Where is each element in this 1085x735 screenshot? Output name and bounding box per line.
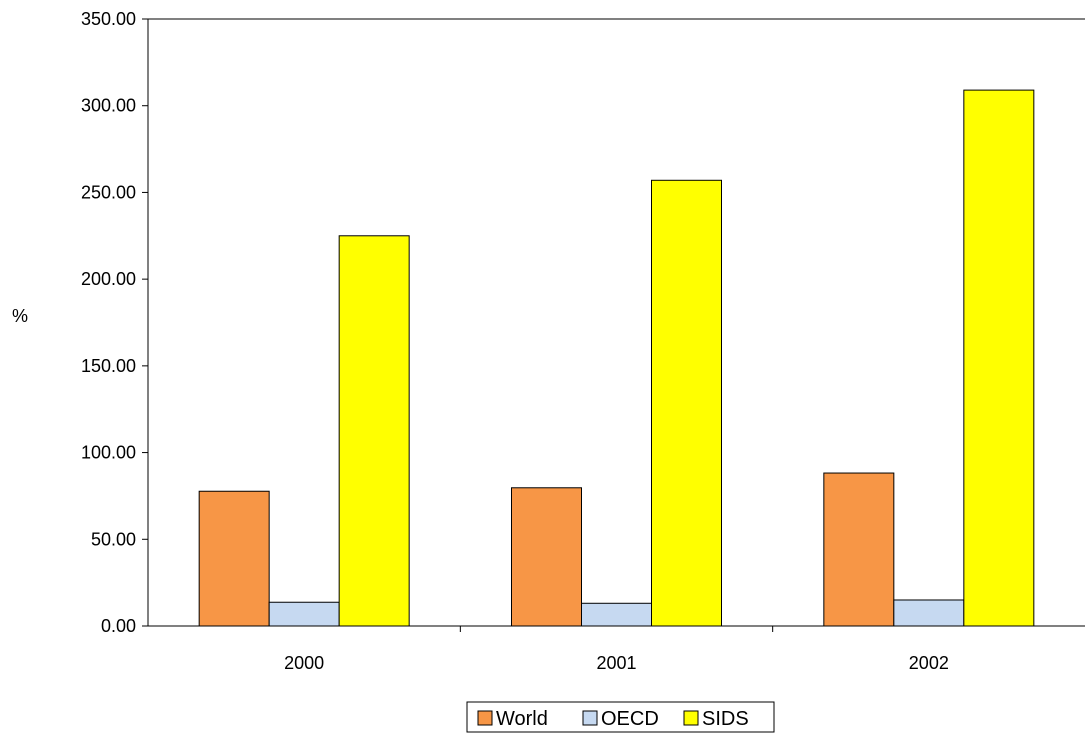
legend-swatch-oecd <box>582 710 598 726</box>
bar-world-2002 <box>823 472 895 627</box>
y-tick-label: 0.00 <box>101 616 136 636</box>
bar-oecd-2000 <box>268 601 340 627</box>
legend-label-sids: SIDS <box>702 708 749 730</box>
y-tick-label: 150.00 <box>81 356 136 376</box>
y-tick-label: 300.00 <box>81 96 136 116</box>
y-tick-label: 250.00 <box>81 182 136 202</box>
y-tick-label: 100.00 <box>81 443 136 463</box>
y-axis-ticks: 0.00 50.00 100.00 150.00 200.00 250.00 300.00 3… <box>81 9 148 636</box>
legend: World OECD SIDS <box>466 701 775 733</box>
bar-world-2001 <box>511 487 582 627</box>
legend-swatch-sids <box>683 710 699 726</box>
x-tick-label: 2002 <box>909 653 949 673</box>
bars <box>198 89 1035 627</box>
bar-world-2000 <box>198 490 270 627</box>
bar-oecd-2001 <box>581 602 652 627</box>
y-tick-label: 50.00 <box>91 529 136 549</box>
x-axis-ticks: 2000 2001 2002 <box>284 626 949 673</box>
y-tick-label: 350.00 <box>81 9 136 29</box>
bar-sids-2001 <box>651 179 722 627</box>
legend-label-world: World <box>496 708 548 730</box>
legend-swatch-world <box>477 710 493 726</box>
y-tick-label: 200.00 <box>81 269 136 289</box>
legend-box <box>466 701 775 733</box>
bar-sids-2000 <box>338 235 410 627</box>
plot-area: 0.00 50.00 100.00 150.00 200.00 250.00 300.00 3… <box>81 9 1085 673</box>
y-axis-title: % <box>12 306 28 326</box>
bar-oecd-2002 <box>893 599 965 627</box>
x-tick-label: 2000 <box>284 653 324 673</box>
legend-label-oecd: OECD <box>601 708 659 730</box>
x-tick-label: 2001 <box>596 653 636 673</box>
bar-sids-2002 <box>963 89 1035 627</box>
